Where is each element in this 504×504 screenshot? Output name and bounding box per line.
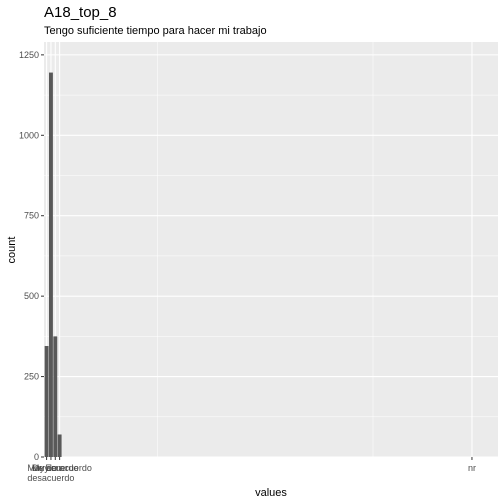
x-tick-label: Muy en: [32, 463, 62, 473]
y-tick-label: 250: [24, 372, 39, 382]
x-tick-label: En desacuerdo: [27, 463, 74, 483]
bar: [44, 346, 49, 457]
bar: [53, 336, 58, 457]
y-tick-label: 750: [24, 211, 39, 221]
chart-title: A18_top_8: [44, 4, 117, 21]
bar: [48, 72, 53, 457]
x-tick-label: Muy de acuerdo: [27, 463, 92, 473]
bars: [44, 72, 62, 457]
plot-panel: [44, 42, 498, 457]
x-tick-label: De acuerdo: [32, 463, 79, 473]
y-axis-ticks: 0 250 500 750 1000 1250: [19, 50, 44, 462]
y-tick-label: 0: [34, 452, 39, 462]
chart-subtitle: Tengo suficiente tiempo para hacer mi tr…: [44, 25, 267, 37]
x-axis-title: values: [255, 487, 287, 499]
bar: [57, 434, 62, 457]
x-tick-label: nr: [468, 463, 476, 473]
y-tick-label: 1000: [19, 130, 39, 140]
y-tick-label: 500: [24, 291, 39, 301]
y-axis-title: count: [6, 237, 18, 264]
y-tick-label: 1250: [19, 50, 39, 60]
